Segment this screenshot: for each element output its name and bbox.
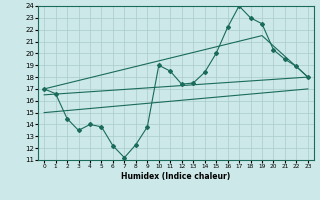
X-axis label: Humidex (Indice chaleur): Humidex (Indice chaleur)	[121, 172, 231, 181]
